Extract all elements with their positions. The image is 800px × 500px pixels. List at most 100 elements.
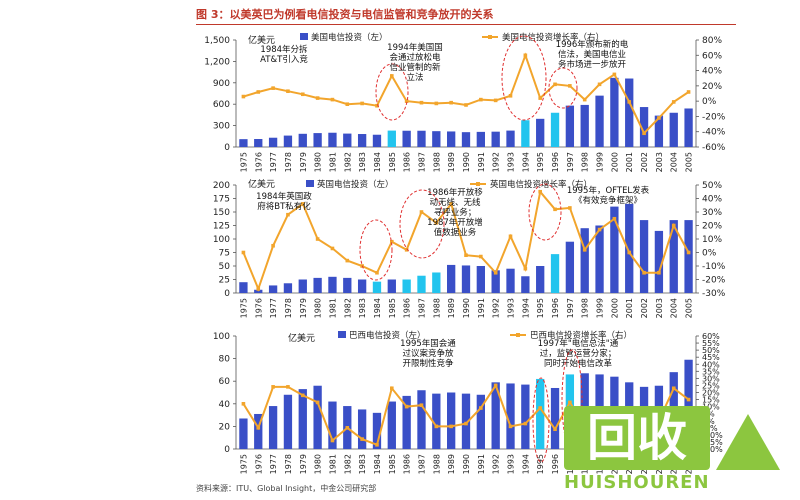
chart-2-right-tick-label: 50% [702, 181, 722, 191]
figure-title: 图 3：以美英巴为例看电信投资与电信监管和竞争放开的关系 [196, 8, 494, 21]
chart-3-annotation-2-line: 过，监管运营分家； [540, 348, 617, 359]
chart-3-growth-point-2005 [686, 397, 691, 402]
chart-1-bar-1983 [357, 134, 367, 147]
chart-3-growth-point-1985 [390, 386, 394, 391]
chart-3-growth-point-1980 [315, 400, 320, 405]
chart-1-growth-point-1975 [241, 94, 246, 99]
chart-1-x-tick-label: 1979 [299, 152, 308, 172]
chart-2-x-tick-label: 2002 [640, 298, 649, 318]
chart-3-bar-1983 [357, 409, 367, 449]
chart-1-annotation-3-ellipse [548, 67, 578, 109]
chart-3-growth-point-1977 [271, 385, 275, 389]
chart-1-x-tick-label: 1989 [447, 152, 456, 172]
chart-1-annotation-2-ellipse [501, 35, 547, 121]
chart-2-growth-point-1976 [256, 287, 261, 291]
chart-2-x-tick-label: 1983 [358, 298, 367, 318]
chart-1-growth-point-2000 [612, 72, 617, 77]
chart-1-bar-1976 [254, 139, 263, 147]
chart-2-annotation-2-line: 寻呼业务； [434, 207, 477, 218]
chart-1-x-tick-label: 1975 [239, 152, 248, 172]
chart-3-x-tick-label: 1991 [477, 454, 486, 474]
chart-2-annotation-1-ellipse [359, 219, 393, 281]
chart-1-growth-point-1992 [493, 98, 498, 103]
chart-1-bar-1993 [506, 130, 515, 147]
chart-1-bar-1992 [491, 131, 500, 147]
chart-1-growth-point-1988 [434, 101, 439, 106]
chart-2-left-tick-label: 125 [213, 222, 230, 232]
chart-2-right-tick-label: -10% [702, 262, 726, 272]
chart-3-bar-1995 [536, 378, 545, 449]
chart-2-x-tick-label: 1998 [581, 298, 590, 318]
chart-3-growth-point-1989 [449, 424, 453, 429]
chart-2-x-tick-label: 1988 [432, 298, 441, 318]
chart-1-bar-1987 [417, 130, 426, 147]
chart-1-right-tick-label: -60% [702, 143, 726, 153]
chart-2-right-tick-label: 20% [702, 222, 722, 232]
chart-1-x-tick-label: 1987 [417, 152, 426, 172]
chart-1-bar-2000 [610, 77, 619, 147]
chart-2-bar-1981 [328, 276, 337, 293]
chart-1-growth-point-1999 [597, 82, 602, 87]
chart-1-growth-point-1989 [449, 100, 453, 105]
chart-3-x-tick-label: 1990 [462, 454, 471, 474]
chart-1-growth-point-1991 [479, 97, 483, 102]
chart-1-bar-1996 [550, 112, 560, 147]
chart-2-x-tick-label: 1991 [477, 298, 486, 318]
chart-2-bar-1979 [298, 279, 307, 293]
chart-1-x-tick-label: 1981 [328, 152, 337, 172]
chart-2-growth-point-1991 [479, 254, 483, 259]
chart-3-bar-1991 [476, 394, 485, 449]
chart-2-legend-bar-label: 英国电信投资（左） [317, 179, 394, 190]
chart-3-bar-1996 [550, 387, 560, 449]
chart-2-growth-point-1981 [330, 246, 335, 251]
chart-2-legend-bar-swatch [306, 180, 314, 187]
chart-1-x-tick-label: 1977 [269, 152, 278, 172]
chart-2-bar-1995 [536, 266, 545, 293]
chart-3-x-tick-label: 1985 [388, 454, 397, 474]
chart-2-annotation-2-ellipse [399, 189, 445, 259]
chart-2-bar-1993 [506, 268, 515, 293]
chart-3-x-tick-label: 1976 [254, 454, 263, 474]
chart-3-right-tick-label: 10% [702, 403, 720, 412]
chart-2-x-tick-label: 1976 [254, 298, 263, 318]
chart-1-bar-1990 [461, 132, 471, 147]
chart-1-x-tick-label: 2001 [625, 152, 634, 172]
chart-1-bar-1994 [521, 120, 530, 147]
chart-2-bar-2003 [654, 230, 664, 293]
chart-3-left-tick-label: 80 [219, 355, 231, 365]
chart-1-bar-2002 [639, 107, 649, 147]
chart-3-annotation-2-line: 1997年"电信总法"通 [538, 338, 619, 349]
chart-2-growth-point-1999 [597, 227, 602, 232]
chart-1-x-tick-label: 2003 [655, 152, 664, 172]
chart-2-x-tick-label: 1985 [388, 298, 397, 318]
chart-3-annotation-1-line: 过议案竞争放 [402, 348, 454, 359]
chart-2-unit-label: 亿美元 [248, 178, 275, 190]
chart-1-x-tick-label: 1995 [536, 152, 545, 172]
chart-2-bar-1978 [283, 283, 293, 293]
chart-2-growth-point-1996 [553, 207, 557, 212]
chart-3-x-tick-label: 1989 [447, 454, 456, 474]
chart-2-annotation-3-line: 《有效竞争框架》 [574, 195, 642, 206]
chart-1-x-tick-label: 2004 [670, 152, 679, 172]
chart-1-growth-point-2001 [627, 100, 632, 104]
chart-3-growth-point-1994 [523, 421, 528, 426]
chart-3-x-tick-label: 1996 [551, 454, 560, 474]
source-note: 资料来源：ITU、Global Insight，中金公司研究部 [196, 484, 377, 493]
chart-3-legend-line-marker [516, 333, 520, 337]
chart-1-x-tick-label: 1985 [388, 152, 397, 172]
chart-1-left-tick-label: 600 [213, 100, 230, 110]
chart-2-x-tick-label: 2004 [670, 298, 679, 318]
chart-2-growth-point-1998 [582, 248, 587, 252]
chart-3-growth-point-1987 [419, 403, 424, 408]
chart-1-bar-1991 [476, 131, 485, 147]
chart-2-growth-point-1985 [390, 239, 394, 244]
chart-2-left-tick-label: 0 [224, 289, 230, 299]
chart-2-left-tick-label: 75 [219, 249, 230, 259]
chart-1-right-tick-label: 80% [702, 36, 722, 46]
chart-2-x-tick-label: 1995 [536, 298, 545, 318]
chart-3-x-tick-label: 1987 [417, 454, 426, 474]
chart-3-growth-point-1983 [360, 437, 364, 441]
chart-2-bar-1988 [432, 272, 441, 293]
chart-3-bar-1992 [491, 382, 500, 449]
chart-3-legend-bar-label: 巴西电信投资（左） [349, 330, 426, 341]
